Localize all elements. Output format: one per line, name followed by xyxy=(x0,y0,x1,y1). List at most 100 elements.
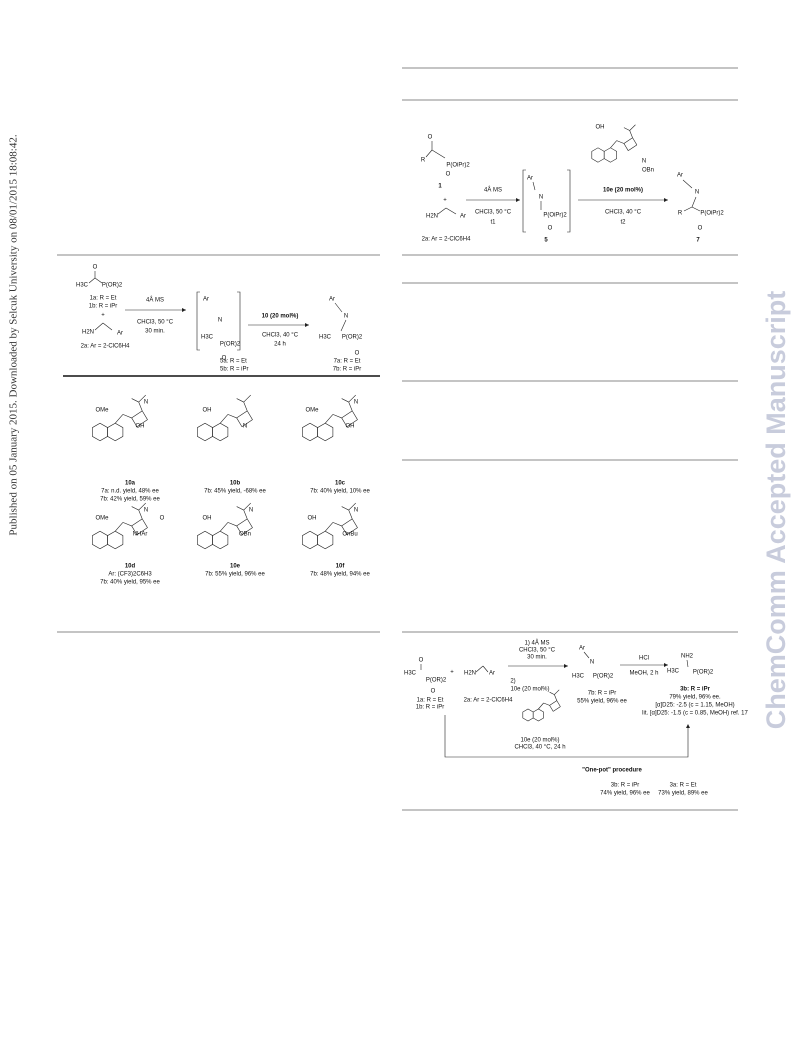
label: N xyxy=(344,314,348,320)
label: 1b: R = iPr xyxy=(89,304,118,310)
bond xyxy=(341,417,348,427)
bond xyxy=(236,506,244,511)
label: 2a: Ar = 2-ClC6H4 xyxy=(422,237,472,243)
label: O xyxy=(698,226,703,232)
bond xyxy=(122,414,132,419)
label: "One-pot" procedure xyxy=(582,768,642,774)
label: R xyxy=(421,158,426,164)
bond xyxy=(475,665,484,673)
label: N xyxy=(144,400,148,406)
bond xyxy=(241,419,253,427)
bond xyxy=(138,401,143,411)
label: N xyxy=(539,195,543,201)
bond xyxy=(243,394,251,403)
label: OBn xyxy=(642,168,654,174)
bond xyxy=(623,127,630,131)
ring xyxy=(317,422,334,442)
bond xyxy=(236,518,248,527)
label: + xyxy=(450,670,454,676)
label: 30 min. xyxy=(527,655,547,661)
label: HCl xyxy=(639,656,649,662)
label: H2N xyxy=(464,671,476,677)
rules xyxy=(57,67,738,811)
label: P(OR)2 xyxy=(426,678,447,684)
bond xyxy=(532,181,536,191)
label: N xyxy=(243,424,247,430)
bond xyxy=(629,130,633,138)
bond xyxy=(482,665,489,673)
label: O xyxy=(428,135,433,141)
bond xyxy=(332,522,342,527)
bond xyxy=(246,518,253,528)
label: Ar: (CF3)2C6H3 xyxy=(108,572,152,578)
bond xyxy=(538,702,544,710)
bond xyxy=(583,651,590,659)
label: 1a: R = Et xyxy=(90,296,117,302)
label: H3C xyxy=(667,669,680,675)
bond xyxy=(332,414,342,419)
bond xyxy=(543,702,550,706)
bond xyxy=(549,691,555,695)
bond xyxy=(623,137,633,144)
side-note: Published on 05 January 2015. Downloaded… xyxy=(8,134,20,535)
label: P(OR)2 xyxy=(693,670,714,676)
label: H3C xyxy=(572,674,585,680)
label: + xyxy=(443,198,447,204)
label: N xyxy=(354,508,358,514)
bond xyxy=(131,518,143,527)
bond xyxy=(629,124,636,131)
label: O xyxy=(446,172,451,178)
label: 3b: R = iPr xyxy=(611,783,640,789)
bond xyxy=(141,410,148,420)
ring xyxy=(212,422,229,442)
arrow-head xyxy=(182,308,186,312)
label: Ar xyxy=(527,176,533,182)
label: Ar xyxy=(203,297,209,303)
bond xyxy=(236,417,243,427)
bond xyxy=(241,527,253,535)
bond xyxy=(549,705,554,712)
ring xyxy=(302,422,318,442)
label: 2a: Ar = 2-ClC6H4 xyxy=(81,344,131,350)
label: 7a: R = Et xyxy=(334,359,361,365)
label: OMe xyxy=(95,408,109,414)
bond xyxy=(102,322,113,331)
label: N xyxy=(695,190,699,196)
label: 10b xyxy=(230,481,241,487)
arrow-head xyxy=(564,664,568,668)
label: CHCl3, 40 °C, 24 h xyxy=(514,745,565,751)
label: CHCl3, 50 °C xyxy=(475,210,512,216)
bond xyxy=(341,506,349,511)
bond xyxy=(351,518,358,528)
bond xyxy=(325,522,334,532)
bond xyxy=(88,277,96,284)
bond xyxy=(131,410,143,419)
label: OH xyxy=(203,516,212,522)
label: 5b: R = iPr xyxy=(220,367,249,373)
label: 10 (20 mol%) xyxy=(262,314,299,320)
bond xyxy=(236,398,244,403)
bond xyxy=(683,206,693,212)
bond xyxy=(553,706,561,712)
label: 4Å MS xyxy=(484,187,502,194)
ring xyxy=(107,530,124,550)
bond xyxy=(220,414,229,424)
label: t1 xyxy=(490,220,496,226)
bond xyxy=(131,398,139,403)
bond xyxy=(227,522,237,527)
label: 7b: 48% yield, 94% ee xyxy=(310,572,370,578)
arrow-head xyxy=(686,724,690,728)
bond xyxy=(138,502,146,511)
one-pot-line xyxy=(444,715,689,758)
label: CHCl3, 40 °C xyxy=(605,210,642,216)
arrow-head xyxy=(664,198,668,202)
label: OnBu xyxy=(342,532,357,538)
bond xyxy=(616,140,625,144)
label: 7b: 40% yield, 10% ee xyxy=(310,489,370,495)
label: Ar xyxy=(579,646,585,652)
bond xyxy=(554,694,558,701)
label: O xyxy=(222,356,227,362)
label: Ar xyxy=(460,214,466,220)
